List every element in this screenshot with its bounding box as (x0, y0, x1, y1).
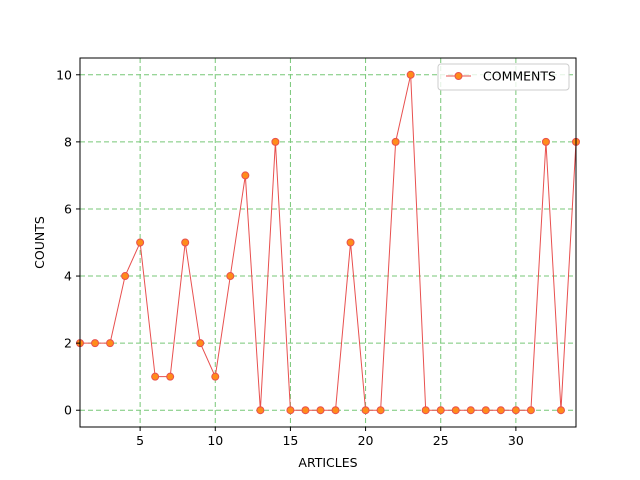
data-point (556, 406, 565, 415)
data-point (256, 406, 265, 415)
y-tick-label: 10 (56, 67, 72, 82)
y-tick-label: 0 (64, 403, 72, 418)
data-point (121, 272, 130, 281)
y-tick-label: 8 (64, 134, 72, 149)
data-point (421, 406, 430, 415)
y-tick-label: 6 (64, 201, 72, 216)
data-point (316, 406, 325, 415)
y-tick-label: 4 (64, 269, 72, 284)
data-point (331, 406, 340, 415)
y-tick-label: 2 (64, 336, 72, 351)
data-point (511, 406, 520, 415)
data-point (496, 406, 505, 415)
data-point (466, 406, 475, 415)
data-point (241, 171, 250, 180)
data-point (91, 339, 100, 348)
plot-frame (79, 57, 577, 428)
data-point (211, 372, 220, 381)
x-tick-label: 15 (282, 433, 298, 448)
x-axis-label: ARTICLES (298, 455, 357, 470)
y-axis-label: COUNTS (32, 216, 47, 269)
data-point (541, 137, 550, 146)
series-comments (76, 70, 580, 415)
data-point (361, 406, 370, 415)
x-tick-label: 20 (358, 433, 374, 448)
data-point (196, 339, 205, 348)
data-point (136, 238, 145, 247)
legend-label-comments: COMMENTS (483, 69, 556, 84)
data-point (151, 372, 160, 381)
data-point (436, 406, 445, 415)
data-point (346, 238, 355, 247)
data-point (391, 137, 400, 146)
data-point (286, 406, 295, 415)
x-tick-label: 10 (207, 433, 223, 448)
x-axis-ticks: 5 10 15 20 25 30 (136, 427, 524, 448)
legend-marker-swatch (454, 72, 463, 80)
x-tick-label: 25 (433, 433, 449, 448)
data-point (271, 137, 280, 146)
x-tick-label: 5 (136, 433, 144, 448)
legend-box (437, 63, 570, 91)
x-tick-label: 30 (508, 433, 524, 448)
data-point (106, 339, 115, 348)
data-point (406, 70, 415, 79)
data-point (166, 372, 175, 381)
data-point (376, 406, 385, 415)
data-point (451, 406, 460, 415)
legend: COMMENTS (437, 63, 570, 91)
y-axis-ticks: 0 2 4 6 8 10 (56, 67, 80, 418)
data-point (526, 406, 535, 415)
data-point (226, 272, 235, 281)
series-line (80, 74, 577, 411)
data-point (481, 406, 490, 415)
data-point (301, 406, 310, 415)
data-point (181, 238, 190, 247)
